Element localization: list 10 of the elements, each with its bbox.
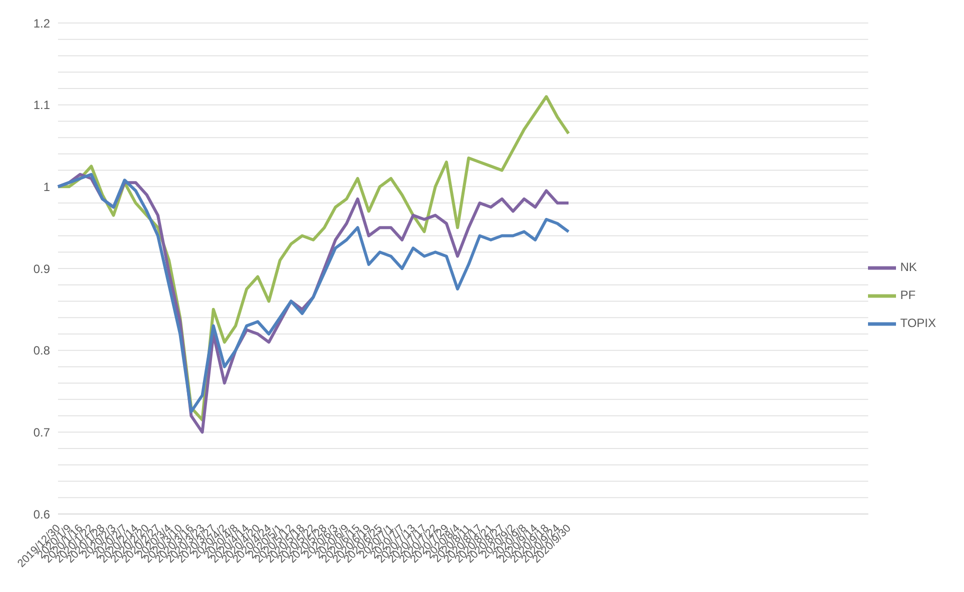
legend-label: TOPIX [900, 316, 936, 330]
y-tick-label: 1 [43, 180, 50, 194]
y-tick-label: 1.2 [33, 16, 50, 30]
y-tick-label: 0.9 [33, 262, 50, 276]
y-tick-label: 0.8 [33, 344, 50, 358]
y-tick-label: 0.6 [33, 507, 50, 522]
legend-label: NK [900, 260, 917, 274]
legend-label: PF [900, 288, 916, 302]
y-tick-label: 0.7 [33, 425, 50, 440]
y-tick-label: 1.1 [33, 98, 50, 112]
